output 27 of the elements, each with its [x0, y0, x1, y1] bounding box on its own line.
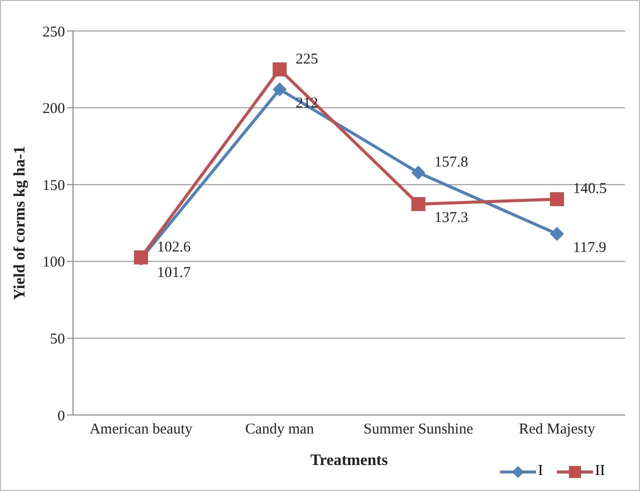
legend-label: II [594, 463, 605, 480]
y-tick-label: 200 [42, 101, 65, 118]
y-tick-label: 150 [42, 178, 65, 194]
x-tick-label: American beauty [90, 422, 193, 438]
data-label: 102.6 [157, 239, 192, 256]
y-axis-title: Yield of corms kg ha-1 [12, 146, 29, 300]
point [411, 197, 426, 212]
point [272, 82, 287, 96]
x-tick-label: Red Majesty [518, 422, 596, 438]
data-label: 101.7 [157, 264, 192, 281]
legend-label: I [537, 463, 543, 480]
y-tick-label: 100 [42, 254, 65, 271]
point [550, 192, 564, 206]
x-tick-label: Summer Sunshine [364, 422, 474, 438]
data-label: 117.9 [573, 240, 606, 256]
point [550, 226, 564, 241]
data-label: 140.5 [573, 181, 607, 198]
y-tick-label: 0 [58, 408, 65, 424]
x-tick-label: Candy man [245, 422, 315, 438]
data-label: 225 [296, 51, 318, 68]
y-tick-label: 50 [50, 332, 65, 348]
y-tick-label: 250 [42, 24, 65, 40]
point [411, 166, 426, 180]
point [272, 62, 287, 76]
data-label: 157.8 [434, 154, 468, 171]
x-axis-title: Treatments [310, 452, 388, 469]
data-label: 137.3 [434, 210, 468, 226]
